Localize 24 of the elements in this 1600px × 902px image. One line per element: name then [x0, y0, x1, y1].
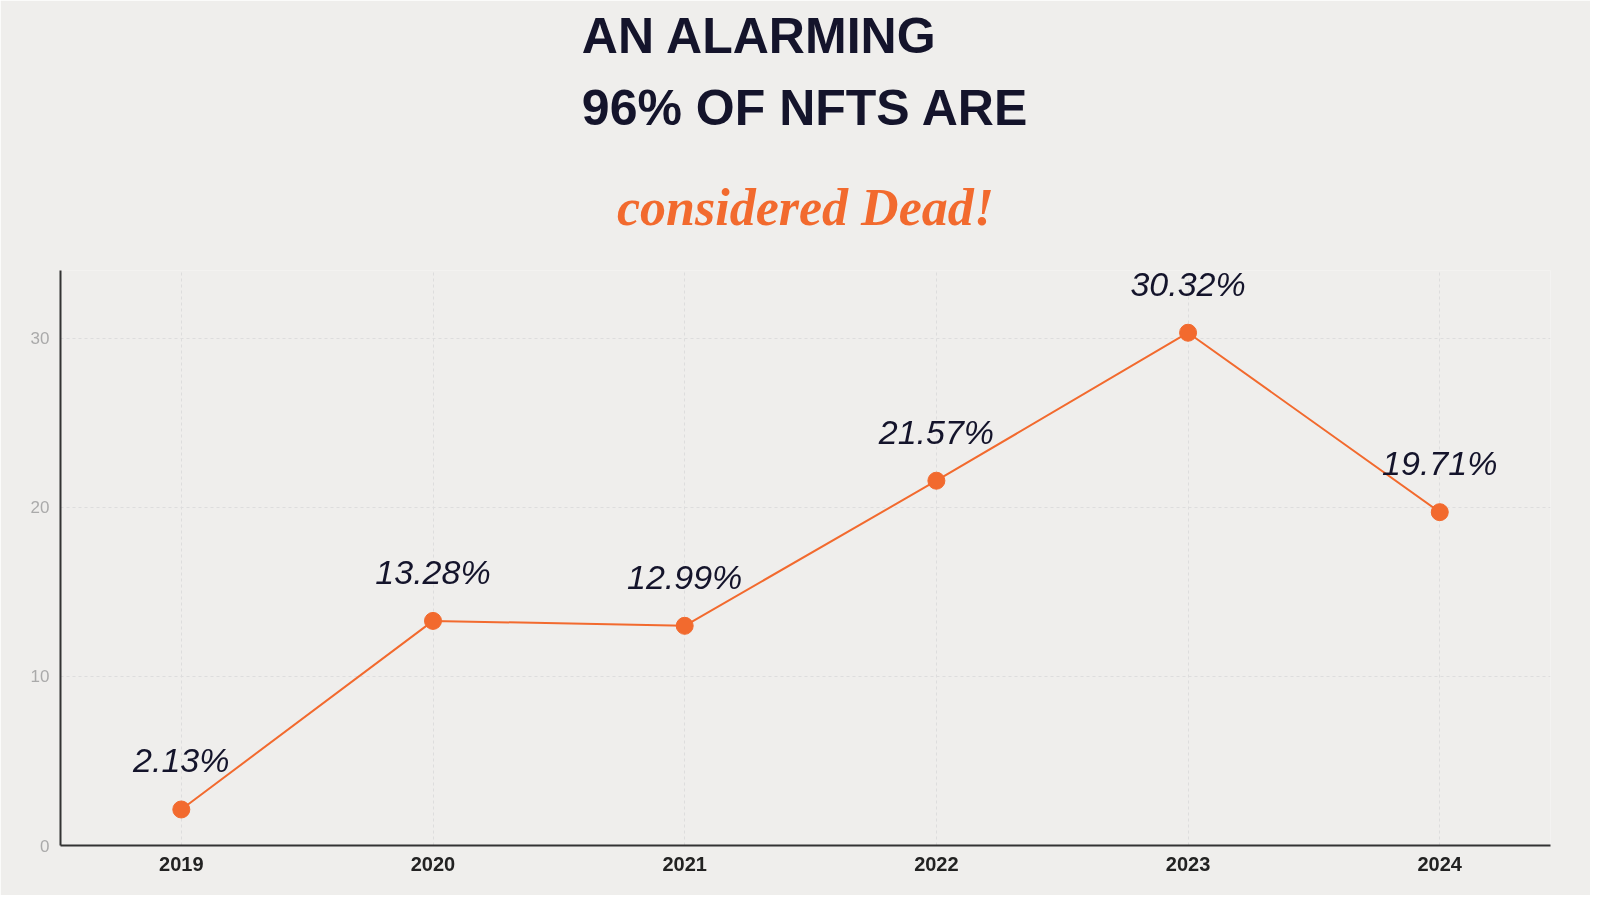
point: [675, 616, 694, 635]
data-label: 30.32%: [1130, 264, 1246, 303]
x-tick-label: 2024: [1417, 852, 1463, 875]
y-tick-label: 30: [30, 329, 50, 349]
chart-subtitle: considered Dead!: [617, 178, 994, 236]
point: [1430, 503, 1449, 522]
x-tick-label: 2021: [662, 852, 707, 875]
x-tick-label: 2023: [1165, 852, 1211, 875]
point: [172, 800, 191, 819]
point: [927, 471, 946, 490]
x-tick-label: 2022: [914, 852, 959, 875]
y-tick-label: 0: [40, 836, 50, 856]
x-tick-label: 2019: [159, 852, 204, 875]
point: [424, 611, 442, 630]
y-tick-label: 20: [30, 498, 50, 518]
x-tick-label: 2020: [410, 852, 456, 875]
data-label: 19.71%: [1382, 444, 1498, 483]
data-label: 13.28%: [375, 552, 491, 591]
data-label: 21.57%: [877, 412, 995, 451]
data-label: 2.13%: [132, 741, 230, 780]
point: [1179, 323, 1198, 342]
data-label: 12.99%: [627, 557, 743, 596]
y-tick-label: 10: [30, 667, 50, 687]
chart-title: AN ALARMING 96% OF NFTS ARE: [581, 7, 1028, 137]
